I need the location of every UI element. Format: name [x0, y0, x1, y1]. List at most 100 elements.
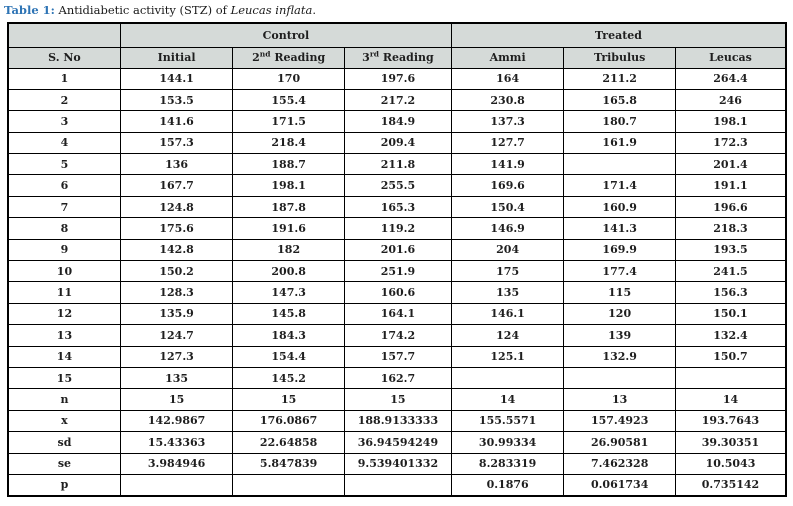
value-cell: 141.6 [119, 110, 234, 133]
value-cell: 157.3 [119, 131, 234, 155]
value-cell: 135 [450, 281, 565, 304]
caption-text: Antidiabetic activity (STZ) of [54, 3, 231, 17]
value-cell: 14 [674, 388, 787, 411]
value-cell: 0.735142 [674, 473, 787, 497]
ordinal-superscript: rd [369, 49, 380, 59]
value-cell: 193.5 [674, 238, 787, 262]
stat-label-cell: x [7, 409, 121, 433]
value-cell: 171.4 [563, 174, 676, 197]
value-cell: 9.539401332 [343, 452, 452, 475]
value-cell: 170 [232, 67, 345, 90]
value-cell: 175.6 [119, 217, 234, 240]
stat-row: x 142.9867 176.0867 188.9133333 155.5571 157.… [7, 409, 787, 433]
row-number-cell: 4 [7, 131, 121, 155]
row-number-cell: 2 [7, 88, 121, 112]
stat-label-cell: p [7, 473, 121, 497]
value-cell: 164.1 [343, 302, 452, 326]
row-number-cell: 10 [7, 260, 121, 283]
value-cell: 241.5 [674, 260, 787, 283]
row-number-cell: 15 [7, 366, 121, 390]
value-cell [563, 366, 676, 390]
value-cell: 198.1 [232, 174, 345, 197]
value-cell: 150.1 [674, 302, 787, 326]
value-cell: 135.9 [119, 302, 234, 326]
group-header-control: Control [119, 22, 452, 48]
value-cell: 153.5 [119, 88, 234, 112]
value-cell: 15.43363 [119, 431, 234, 454]
value-cell: 10.5043 [674, 452, 787, 475]
table-row: 2 153.5 155.4 217.2 230.8 165.8 246 [7, 88, 787, 112]
value-cell [563, 153, 676, 176]
value-cell: 175 [450, 260, 565, 283]
value-cell: 169.6 [450, 174, 565, 197]
table-row: 1 144.1 170 197.6 164 211.2 264.4 [7, 67, 787, 90]
value-cell: 251.9 [343, 260, 452, 283]
value-cell: 150.4 [450, 195, 565, 219]
group-header-treated: Treated [450, 22, 787, 48]
value-cell: 150.2 [119, 260, 234, 283]
value-cell: 15 [119, 388, 234, 411]
table-caption: Table 1: Antidiabetic activity (STZ) of … [0, 0, 793, 17]
value-cell: 184.9 [343, 110, 452, 133]
value-cell: 13 [563, 388, 676, 411]
value-cell: 5.847839 [232, 452, 345, 475]
value-cell: 142.9867 [119, 409, 234, 433]
stat-row: sd 15.43363 22.64858 36.94594249 30.99334 26.… [7, 431, 787, 454]
value-cell: 36.94594249 [343, 431, 452, 454]
value-cell: 15 [232, 388, 345, 411]
row-number-cell: 3 [7, 110, 121, 133]
value-cell: 125.1 [450, 345, 565, 368]
value-cell: 155.5571 [450, 409, 565, 433]
stat-row: n 15 15 15 14 13 14 [7, 388, 787, 411]
value-cell: 218.4 [232, 131, 345, 155]
value-cell: 0.1876 [450, 473, 565, 497]
value-cell: 124.7 [119, 324, 234, 347]
value-cell: 150.7 [674, 345, 787, 368]
column-header-tribulus: Tribulus [563, 46, 676, 69]
table-row: 4 157.3 218.4 209.4 127.7 161.9 172.3 [7, 131, 787, 155]
value-cell: 119.2 [343, 217, 452, 240]
value-cell: 7.462328 [563, 452, 676, 475]
row-number-cell: 9 [7, 238, 121, 262]
column-header-third-reading: 3rd Reading [343, 46, 452, 69]
row-number-cell: 6 [7, 174, 121, 197]
value-cell: 132.9 [563, 345, 676, 368]
value-cell: 184.3 [232, 324, 345, 347]
value-cell [343, 473, 452, 497]
value-cell: 145.8 [232, 302, 345, 326]
group-header-row: Control Treated [7, 22, 787, 48]
table-body: 1 144.1 170 197.6 164 211.2 264.4 2 153.5 155.4 21… [7, 67, 787, 497]
value-cell: 165.3 [343, 195, 452, 219]
value-cell: 177.4 [563, 260, 676, 283]
value-cell: 124.8 [119, 195, 234, 219]
value-cell: 39.30351 [674, 431, 787, 454]
value-cell: 167.7 [119, 174, 234, 197]
table-row: 3 141.6 171.5 184.9 137.3 180.7 198.1 [7, 110, 787, 133]
ordinal-superscript: nd [259, 49, 271, 59]
value-cell: 14 [450, 388, 565, 411]
column-header-ammi: Ammi [450, 46, 565, 69]
value-cell [232, 473, 345, 497]
value-cell: 144.1 [119, 67, 234, 90]
value-cell: 15 [343, 388, 452, 411]
value-cell: 180.7 [563, 110, 676, 133]
value-cell: 147.3 [232, 281, 345, 304]
table-row: 7 124.8 187.8 165.3 150.4 160.9 196.6 [7, 195, 787, 219]
value-cell: 255.5 [343, 174, 452, 197]
value-cell: 160.6 [343, 281, 452, 304]
value-cell [450, 366, 565, 390]
value-cell: 0.061734 [563, 473, 676, 497]
column-header-row: S. No Initial 2nd Reading 3rd Reading Am… [7, 46, 787, 69]
value-cell: 157.7 [343, 345, 452, 368]
value-cell: 30.99334 [450, 431, 565, 454]
value-cell: 230.8 [450, 88, 565, 112]
row-number-cell: 8 [7, 217, 121, 240]
value-cell: 141.9 [450, 153, 565, 176]
value-cell: 204 [450, 238, 565, 262]
value-cell: 201.6 [343, 238, 452, 262]
value-cell: 135 [119, 366, 234, 390]
value-cell: 196.6 [674, 195, 787, 219]
value-cell: 154.4 [232, 345, 345, 368]
value-cell: 128.3 [119, 281, 234, 304]
value-cell: 193.7643 [674, 409, 787, 433]
